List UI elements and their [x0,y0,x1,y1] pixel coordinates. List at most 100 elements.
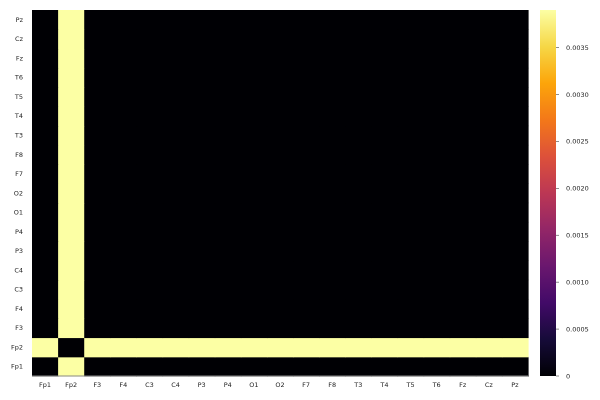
heatmap-cell-Pz-T4 [371,10,399,30]
heatmap-cell-C4-O1 [240,260,268,281]
heatmap-cell-F3-T3 [345,318,372,339]
y-tick-label: O2 [14,189,23,197]
heatmap-cell-Fp2-Fz [449,337,477,358]
heatmap-cell-F8-Fp1 [32,144,59,165]
heatmap-cell-Fz-T4 [371,48,399,69]
heatmap-cell-C3-T3 [345,279,372,300]
heatmap-cell-T4-Pz [501,106,529,127]
heatmap-cell-Cz-T5 [397,29,425,50]
heatmap-cell-Fp2-Fp2 [58,337,85,358]
heatmap-cell-F7-C4 [162,164,190,184]
heatmap-cell-F3-Fz [449,318,477,339]
heatmap-cell-O2-F4 [110,183,138,204]
heatmap-cell-T4-O2 [266,106,294,127]
heatmap-cell-F3-C4 [162,318,190,339]
heatmap-cell-Fz-F4 [110,48,138,69]
y-tick-label: T6 [14,74,23,82]
heatmap-cell-T6-Fp2 [58,67,85,88]
heatmap-cell-Cz-F8 [319,29,346,50]
heatmap-cell-P4-C4 [162,221,190,242]
heatmap-cell-Cz-F3 [84,29,111,50]
heatmap-cell-T5-P3 [188,87,216,107]
heatmap-cell-P3-F3 [84,241,111,262]
heatmap-cell-T3-Cz [475,125,503,146]
heatmap-cell-F8-Fz [449,144,477,165]
heatmap-cell-F3-Pz [501,318,529,339]
heatmap-cell-O1-P3 [188,202,216,223]
x-tick-label: Pz [511,381,519,389]
heatmap-cell-Fp2-T3 [345,337,372,358]
heatmap-cell-T6-C3 [136,67,164,88]
heatmap-cell-O1-Fz [449,202,477,223]
heatmap-cell-T6-Fp1 [32,67,59,88]
heatmap-cell-T6-T5 [397,67,425,88]
heatmap-cell-P4-O1 [240,221,268,242]
heatmap-cell-Cz-O1 [240,29,268,50]
heatmap-cell-O2-T4 [371,183,399,204]
heatmap-cell-O2-T6 [423,183,451,204]
heatmap-cell-F3-C3 [136,318,164,339]
heatmap-cell-Fz-Fp1 [32,48,59,69]
heatmap-cell-T5-T4 [371,87,399,107]
x-tick-label: T4 [379,381,388,389]
heatmap-cell-Fz-C4 [162,48,190,69]
heatmap-cell-C4-F3 [84,260,111,281]
heatmap-cell-Cz-O2 [266,29,294,50]
heatmap-cell-P4-Fp1 [32,221,59,242]
heatmap-cell-F4-Fp2 [58,298,85,319]
heatmap-cell-O2-O1 [240,183,268,204]
heatmap-cell-T4-F4 [110,106,138,127]
heatmap-cell-T5-C4 [162,87,190,107]
heatmap-cell-Fp1-Fp1 [32,356,59,377]
heatmap-cell-Pz-Fz [449,10,477,30]
heatmap-cell-F8-F4 [110,144,138,165]
heatmap-cell-F7-T3 [345,164,372,184]
heatmap-cell-O2-F3 [84,183,111,204]
heatmap-cell-F8-O2 [266,144,294,165]
heatmap-cell-Fp2-T4 [371,337,399,358]
heatmap-cell-T3-Fp1 [32,125,59,146]
heatmap-cell-Fp1-F4 [110,356,138,377]
heatmap-cell-Fp1-F3 [84,356,111,377]
heatmap-cell-F7-T6 [423,164,451,184]
heatmap-cell-F8-T6 [423,144,451,165]
heatmap-cell-Fz-Fz [449,48,477,69]
heatmap-cell-C4-F7 [293,260,320,281]
heatmap-cell-Cz-T4 [371,29,399,50]
heatmap-cell-O1-O2 [266,202,294,223]
heatmap-cell-P4-Fz [449,221,477,242]
heatmap-cell-T4-C3 [136,106,164,127]
colorbar [540,10,556,376]
colorbar-tick-label: 0.0020 [566,185,589,193]
heatmap-cell-F4-F7 [293,298,320,319]
heatmap-cell-C3-Fp1 [32,279,59,300]
x-tick-label: T5 [405,381,414,389]
heatmap-cell-F8-T4 [371,144,399,165]
heatmap-cell-O1-T5 [397,202,425,223]
heatmap-cell-F7-Fp2 [58,164,85,184]
heatmap-cell-F4-P3 [188,298,216,319]
heatmap-cell-T5-T3 [345,87,372,107]
heatmap-cell-Cz-Pz [501,29,529,50]
heatmap-cell-F7-O1 [240,164,268,184]
heatmap-cell-T4-F3 [84,106,111,127]
heatmap-cell-T3-P4 [214,125,242,146]
heatmap-cell-T5-F3 [84,87,111,107]
heatmap-cell-F7-Fz [449,164,477,184]
heatmap-cell-P4-F4 [110,221,138,242]
colorbar-tick-label: 0 [566,372,570,380]
heatmap-cell-F3-F7 [293,318,320,339]
heatmap-cell-Fp2-F4 [110,337,138,358]
heatmap-cell-Fp2-F3 [84,337,111,358]
heatmap-cell-Fz-F8 [319,48,346,69]
heatmap-cell-P3-C4 [162,241,190,262]
heatmap-cell-T3-Fz [449,125,477,146]
heatmap-cell-P3-T5 [397,241,425,262]
heatmap-cell-F4-F4 [110,298,138,319]
y-tick-label: T3 [14,132,23,140]
heatmap-cell-P3-F7 [293,241,320,262]
heatmap-cell-F3-Fp2 [58,318,85,339]
heatmap-cell-C4-T4 [371,260,399,281]
heatmap-cell-F3-P4 [214,318,242,339]
